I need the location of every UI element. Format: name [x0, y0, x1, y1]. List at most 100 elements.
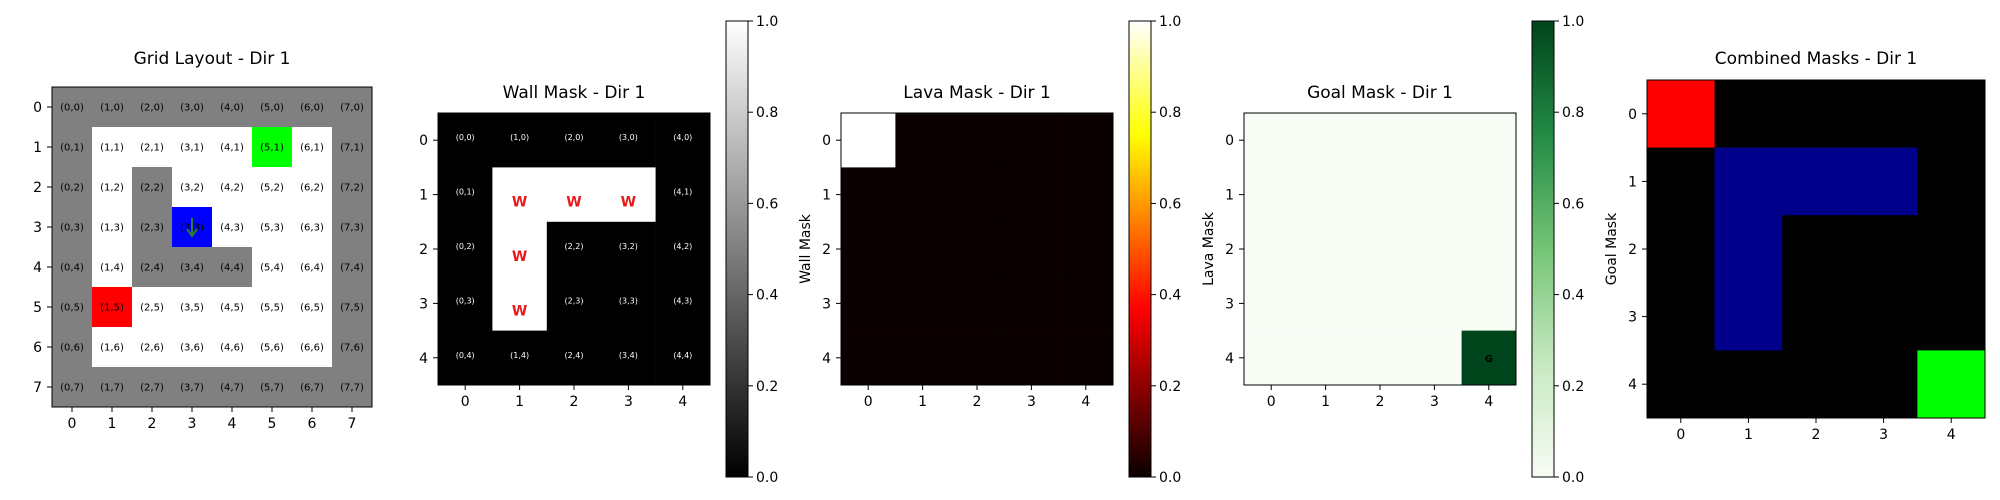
x-tick-label: 6	[308, 416, 317, 432]
colorbar-tick-label: 0.0	[1159, 470, 1181, 486]
mask-cell	[895, 167, 951, 223]
grid-cell	[252, 247, 293, 288]
cell-coordinate-label: (1,0)	[510, 133, 529, 142]
grid-cell	[332, 127, 373, 168]
mask-cell	[1298, 167, 1354, 223]
cell-coordinate-label: (4,0)	[220, 103, 244, 114]
grid-cell	[132, 167, 173, 208]
mask-cell	[546, 167, 602, 223]
grid-cell	[212, 127, 253, 168]
mask-cell	[1298, 221, 1354, 277]
combined-cell	[1647, 350, 1715, 419]
mask-cell	[1058, 113, 1114, 168]
combined-cell	[1647, 147, 1715, 216]
mask-cell	[492, 330, 548, 386]
cell-coordinate-label: (6,5)	[300, 303, 324, 314]
combined-cell	[1849, 215, 1918, 284]
mask-cell	[949, 330, 1005, 386]
grid-cell	[332, 87, 373, 128]
colorbar-tick-label: 0.8	[756, 105, 778, 121]
y-tick-label: 5	[33, 300, 42, 316]
grid-cell	[212, 327, 253, 368]
grid-cell	[132, 247, 173, 288]
mask-cell	[438, 221, 493, 277]
combined-cell	[1917, 350, 1986, 419]
x-tick-label: 3	[1879, 427, 1888, 443]
grid-cell	[172, 167, 213, 208]
combined-cell	[1782, 80, 1851, 148]
cell-coordinate-label: (1,4)	[510, 351, 529, 360]
mask-cell	[1352, 167, 1408, 223]
grid-cell	[252, 367, 293, 408]
cell-coordinate-label: (0,1)	[60, 143, 84, 154]
mask-cell	[492, 167, 548, 223]
cell-coordinate-label: (0,7)	[60, 383, 84, 394]
mask-cell	[1298, 330, 1354, 386]
mask-cell	[1461, 113, 1517, 168]
grid-cell	[292, 127, 333, 168]
cell-coordinate-label: (1,3)	[100, 223, 124, 234]
grid-cell	[212, 167, 253, 208]
cell-coordinate-label: (2,0)	[140, 103, 164, 114]
cell-coordinate-label: (7,0)	[340, 103, 364, 114]
chart-title: Grid Layout - Dir 1	[134, 49, 291, 69]
cell-coordinate-label: (0,4)	[60, 263, 84, 274]
cell-coordinate-label: (2,4)	[565, 351, 584, 360]
cell-coordinate-label: (4,4)	[673, 351, 692, 360]
grid-cell	[172, 287, 213, 328]
grid-cell	[332, 207, 373, 248]
cell-coordinate-label: (5,7)	[260, 383, 284, 394]
y-tick-label: 4	[33, 260, 42, 276]
grid-cell	[292, 207, 333, 248]
y-tick-label: 2	[419, 242, 428, 258]
grid-cell	[92, 247, 133, 288]
cell-coordinate-label: (3,0)	[619, 133, 638, 142]
grid-cell	[212, 287, 253, 328]
cell-coordinate-label: (4,3)	[220, 223, 244, 234]
mask-cell	[438, 167, 493, 223]
mask-cell	[1004, 221, 1059, 277]
cell-coordinate-label: (5,2)	[260, 183, 284, 194]
mask-cell	[546, 330, 602, 386]
combined-cell	[1647, 215, 1715, 284]
combined-cell	[1782, 147, 1851, 216]
cell-coordinate-label: (2,2)	[140, 183, 164, 194]
cell-coordinate-label: (4,3)	[673, 296, 692, 305]
cell-coordinate-label: (0,3)	[456, 296, 475, 305]
cell-coordinate-label: (5,0)	[260, 103, 284, 114]
cell-coordinate-label: (2,0)	[565, 133, 584, 142]
mask-cell	[1244, 330, 1299, 386]
y-tick-label: 7	[33, 380, 42, 396]
grid-cell	[292, 367, 333, 408]
y-tick-label: 3	[822, 296, 831, 312]
combined-cell	[1917, 215, 1986, 284]
mask-cell	[1407, 113, 1462, 168]
cell-coordinate-label: (2,7)	[140, 383, 164, 394]
x-tick-label: 4	[1081, 394, 1090, 410]
mask-cell	[492, 221, 548, 277]
cell-coordinate-label: (4,1)	[220, 143, 244, 154]
grid-cell	[212, 87, 253, 128]
grid-cell	[92, 327, 133, 368]
cell-coordinate-label: (1,0)	[100, 103, 124, 114]
cell-coordinate-label: (0,2)	[456, 242, 475, 251]
grid-cell	[92, 207, 133, 248]
cell-coordinate-label: (6,3)	[300, 223, 324, 234]
cell-coordinate-label: (5,4)	[260, 263, 284, 274]
cell-coordinate-label: (1,2)	[100, 183, 124, 194]
mask-cell	[895, 276, 951, 331]
cell-coordinate-label: (6,0)	[300, 103, 324, 114]
mask-cell	[1352, 221, 1408, 277]
cell-coordinate-label: (5,3)	[260, 223, 284, 234]
x-tick-label: 4	[678, 394, 687, 410]
mask-cell	[895, 330, 951, 386]
combined-cell	[1849, 147, 1918, 216]
axes-frame	[51, 86, 373, 408]
grid-cell	[52, 207, 93, 248]
y-tick-label: 1	[1225, 188, 1234, 204]
grid-cell	[52, 327, 93, 368]
y-tick-label: 0	[822, 133, 831, 149]
mask-cell	[601, 221, 656, 277]
cell-coordinate-label: (2,5)	[140, 303, 164, 314]
